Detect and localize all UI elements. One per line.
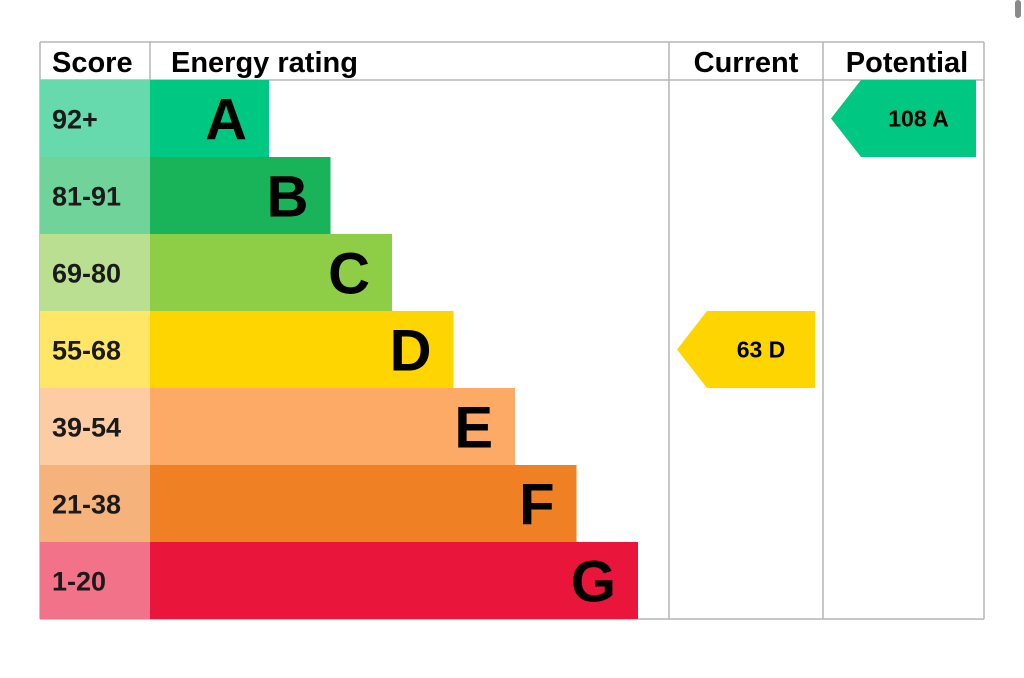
score-label: 1-20: [52, 567, 106, 597]
rating-bar: [150, 234, 392, 311]
score-label: 39-54: [52, 413, 121, 443]
rating-bands: 92+ A 81-91 B 69-80 C 55-68 D 39-54 E 21-38 F 1-20 G: [40, 80, 638, 619]
rating-bar: [150, 465, 577, 542]
header-potential: Potential: [846, 47, 968, 79]
rating-bar: [150, 542, 638, 619]
rating-letter: B: [267, 165, 309, 230]
band-b: 81-91 B: [40, 157, 331, 234]
potential-arrow-shape: [831, 80, 976, 157]
header-energy-rating: Energy rating: [171, 47, 358, 79]
rating-indicators: 63 D 108 A: [677, 80, 976, 388]
table-header: Score Energy rating Current Potential: [52, 47, 968, 79]
scrollbar-thumb[interactable]: [1015, 0, 1021, 18]
rating-letter: F: [519, 473, 554, 538]
score-label: 21-38: [52, 490, 121, 520]
current-arrow-shape: [677, 311, 815, 388]
score-label: 55-68: [52, 336, 121, 366]
rating-bar: [150, 157, 331, 234]
header-current: Current: [694, 47, 799, 79]
rating-bar: [150, 80, 269, 157]
band-d: 55-68 D: [40, 311, 454, 388]
rating-bar: [150, 388, 515, 465]
score-label: 69-80: [52, 259, 121, 289]
band-e: 39-54 E: [40, 388, 515, 465]
potential-rating-arrow: 108 A: [831, 80, 976, 157]
score-cell: [40, 80, 150, 157]
score-cell: [40, 311, 150, 388]
rating-bar: [150, 311, 454, 388]
rating-letter: E: [454, 396, 493, 461]
current-rating-arrow: 63 D: [677, 311, 815, 388]
score-cell: [40, 542, 150, 619]
band-a: 92+ A: [40, 80, 269, 157]
score-cell: [40, 388, 150, 465]
rating-letter: A: [205, 88, 247, 153]
score-label: 81-91: [52, 182, 121, 212]
band-f: 21-38 F: [40, 465, 577, 542]
potential-rating-label: 108 A: [888, 106, 949, 132]
score-cell: [40, 465, 150, 542]
score-cell: [40, 234, 150, 311]
current-rating-label: 63 D: [737, 337, 786, 363]
band-g: 1-20 G: [40, 542, 638, 619]
rating-letter: D: [390, 319, 432, 384]
score-label: 92+: [52, 105, 98, 135]
band-c: 69-80 C: [40, 234, 392, 311]
rating-letter: G: [571, 550, 616, 615]
score-cell: [40, 157, 150, 234]
header-score: Score: [52, 47, 133, 79]
rating-letter: C: [328, 242, 370, 307]
